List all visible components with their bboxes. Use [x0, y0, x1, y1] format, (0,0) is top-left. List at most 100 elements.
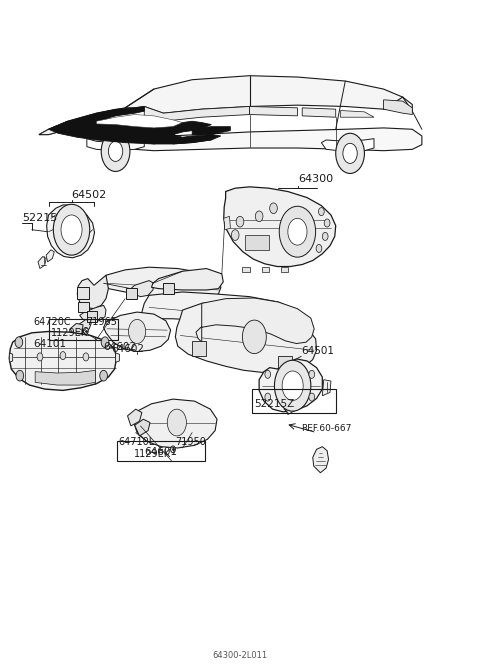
Polygon shape	[259, 359, 323, 412]
Bar	[278, 356, 292, 370]
Circle shape	[288, 218, 307, 245]
Polygon shape	[323, 380, 331, 396]
Text: 64502: 64502	[72, 190, 107, 199]
Polygon shape	[48, 107, 221, 144]
Bar	[192, 341, 205, 356]
Polygon shape	[192, 127, 230, 135]
Polygon shape	[250, 107, 298, 116]
Polygon shape	[144, 134, 173, 144]
Circle shape	[336, 134, 364, 174]
Circle shape	[236, 216, 244, 227]
Text: 64300-2L011: 64300-2L011	[213, 652, 267, 660]
Circle shape	[324, 219, 330, 227]
Circle shape	[60, 352, 66, 360]
Polygon shape	[224, 187, 336, 266]
Polygon shape	[9, 353, 12, 362]
Text: 71950: 71950	[175, 437, 206, 447]
Polygon shape	[262, 266, 269, 272]
Polygon shape	[135, 419, 150, 436]
Circle shape	[61, 215, 82, 244]
Circle shape	[343, 144, 357, 164]
Text: 64710L: 64710L	[118, 437, 154, 447]
Polygon shape	[39, 121, 68, 135]
Text: 64602: 64602	[112, 344, 145, 354]
Polygon shape	[77, 275, 108, 309]
Circle shape	[101, 337, 109, 348]
Polygon shape	[281, 266, 288, 272]
Polygon shape	[35, 370, 96, 385]
Polygon shape	[78, 319, 92, 334]
Polygon shape	[302, 108, 336, 117]
Bar	[163, 283, 174, 294]
Circle shape	[15, 337, 23, 348]
Polygon shape	[128, 409, 142, 426]
Bar	[78, 302, 89, 312]
Circle shape	[319, 207, 324, 215]
Text: 64101: 64101	[33, 339, 66, 349]
Text: 64720C: 64720C	[33, 317, 71, 327]
Polygon shape	[322, 139, 374, 152]
Polygon shape	[47, 205, 95, 258]
Circle shape	[108, 142, 123, 162]
Polygon shape	[384, 100, 412, 115]
Bar	[48, 319, 118, 340]
Polygon shape	[152, 268, 223, 290]
Polygon shape	[104, 312, 170, 352]
Polygon shape	[224, 216, 230, 229]
Polygon shape	[175, 301, 317, 372]
Circle shape	[16, 370, 24, 381]
Text: 64300: 64300	[299, 174, 334, 184]
Circle shape	[231, 229, 239, 240]
Circle shape	[279, 206, 316, 257]
Circle shape	[270, 203, 277, 213]
Circle shape	[275, 360, 311, 411]
Circle shape	[323, 232, 328, 240]
Bar	[117, 442, 205, 462]
Polygon shape	[70, 323, 83, 337]
Polygon shape	[173, 136, 211, 144]
Circle shape	[309, 393, 315, 401]
Text: 52215: 52215	[22, 213, 58, 223]
Polygon shape	[131, 280, 154, 297]
Text: 71965: 71965	[86, 317, 117, 327]
Polygon shape	[38, 256, 46, 268]
Polygon shape	[284, 401, 297, 415]
Circle shape	[265, 370, 271, 378]
Polygon shape	[313, 447, 328, 473]
Text: REF.60-667: REF.60-667	[301, 424, 352, 433]
Polygon shape	[116, 353, 120, 362]
Circle shape	[83, 353, 89, 361]
Polygon shape	[46, 250, 54, 262]
Polygon shape	[135, 128, 422, 151]
Polygon shape	[245, 235, 269, 250]
Polygon shape	[104, 267, 221, 300]
Polygon shape	[9, 331, 117, 391]
Polygon shape	[144, 107, 250, 121]
Circle shape	[282, 371, 303, 401]
Text: 64601: 64601	[144, 448, 177, 458]
Text: 52215Z: 52215Z	[254, 399, 295, 409]
Bar	[252, 389, 336, 413]
Circle shape	[53, 204, 90, 255]
Circle shape	[37, 353, 43, 361]
Text: 1129EK: 1129EK	[134, 450, 171, 460]
Polygon shape	[142, 292, 307, 330]
Polygon shape	[87, 138, 144, 151]
Circle shape	[129, 319, 146, 344]
Polygon shape	[196, 298, 314, 344]
Bar	[77, 287, 89, 299]
Polygon shape	[135, 116, 144, 121]
Circle shape	[170, 446, 175, 453]
Polygon shape	[242, 266, 250, 272]
Circle shape	[100, 370, 108, 381]
Polygon shape	[125, 76, 412, 113]
Circle shape	[242, 320, 266, 354]
Circle shape	[167, 409, 186, 436]
Circle shape	[255, 211, 263, 221]
Circle shape	[84, 327, 88, 334]
Circle shape	[309, 370, 315, 378]
Bar	[126, 288, 137, 299]
Polygon shape	[340, 111, 374, 117]
Text: 1129EK: 1129EK	[50, 327, 87, 338]
Polygon shape	[80, 305, 106, 322]
